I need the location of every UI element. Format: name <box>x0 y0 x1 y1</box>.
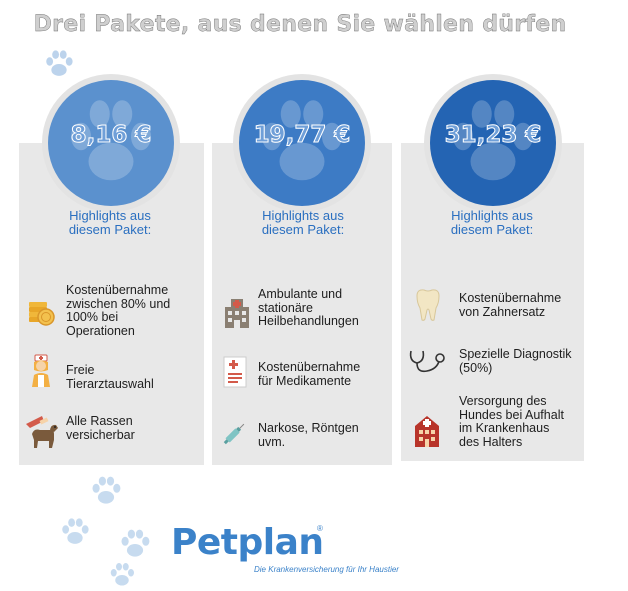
paw-print-icon <box>262 100 342 181</box>
tooth-icon <box>414 288 442 327</box>
feature-text: Kostenübernahme von Zahnersatz <box>459 291 562 319</box>
dog-with-vet-icon <box>24 414 60 455</box>
paw-print-icon <box>71 100 151 181</box>
hospital-building-icon <box>222 297 252 334</box>
prescription-icon <box>222 355 248 394</box>
coins-icon <box>26 294 58 331</box>
price-circle-1: 8,16 € <box>48 80 174 206</box>
feature-text: Ambulante und stationäre Heilbehandlungen <box>258 287 359 328</box>
price-label: 8,16 € <box>70 122 152 149</box>
highlights-heading: Highlights aus diesem Paket: <box>450 208 534 237</box>
highlights-heading: Highlights aus diesem Paket: <box>261 208 345 237</box>
feature-text: Narkose, Röntgen uvm. <box>258 421 359 449</box>
nurse-icon <box>30 354 52 393</box>
paw-print-icon <box>58 515 92 549</box>
feature-text: Versorgung des Hundes bei Aufhalt im Kran… <box>459 394 564 449</box>
paw-print-icon <box>42 47 76 81</box>
price-label: 31,23 € <box>444 122 542 149</box>
price-circle-3: 31,23 € <box>430 80 556 206</box>
logo-tagline: Die Krankenversicherung für Ihr Haustier <box>254 565 399 574</box>
paw-print-icon <box>107 560 137 590</box>
paw-print-icon <box>453 100 533 181</box>
feature-text: Spezielle Diagnostik (50%) <box>459 347 572 375</box>
highlights-heading: Highlights aus diesem Paket: <box>68 208 152 237</box>
paw-print-icon <box>117 526 153 562</box>
feature-text: Alle Rassen versicherbar <box>66 414 135 442</box>
page-title: Drei Pakete, aus denen Sie wählen dürfen <box>33 12 567 37</box>
house-icon <box>414 414 440 453</box>
paw-print-icon <box>88 473 124 509</box>
price-circle-2: 19,77 € <box>239 80 365 206</box>
syringe-icon <box>220 420 248 453</box>
registered-mark: ® <box>317 524 323 533</box>
feature-text: Kostenübernahme für Medikamente <box>258 360 361 388</box>
feature-text: Freie Tierarztauswahl <box>66 363 154 391</box>
feature-text: Kostenübernahme zwischen 80% und 100% bei… <box>66 283 171 338</box>
stethoscope-icon <box>407 347 447 382</box>
price-label: 19,77 € <box>253 122 351 149</box>
petplan-logo: Petplan <box>171 522 324 563</box>
